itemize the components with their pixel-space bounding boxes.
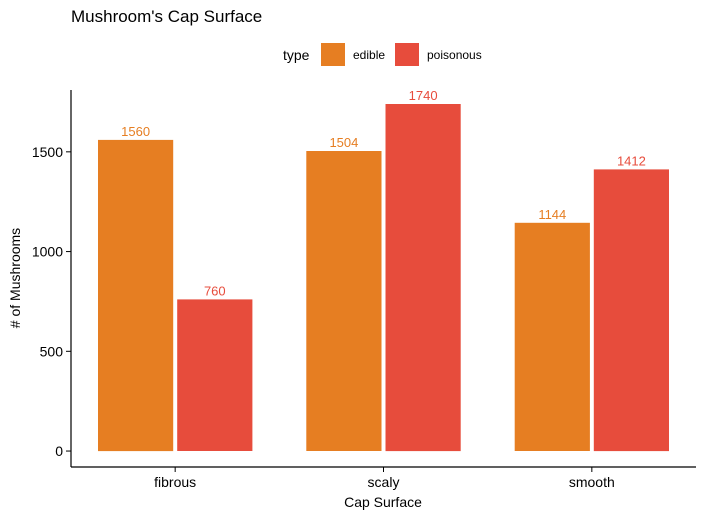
legend-swatch-poisonous	[395, 43, 419, 66]
legend: type edible poisonous	[283, 43, 482, 66]
x-tick-label-fibrous: fibrous	[154, 474, 196, 490]
x-axis-ticks: fibrous scaly smooth	[154, 467, 615, 490]
y-tick-label-1500: 1500	[32, 144, 63, 160]
bar-fibrous-edible	[98, 139, 174, 452]
legend-label-edible: edible	[353, 48, 385, 62]
y-axis-ticks: 0 500 1000 1500	[32, 144, 71, 459]
x-axis-title: Cap Surface	[344, 494, 422, 510]
y-tick-label-500: 500	[40, 343, 64, 359]
bar-fibrous-poisonous	[177, 299, 253, 451]
y-axis-title: # of Mushrooms	[7, 228, 23, 328]
bar-smooth-poisonous	[593, 169, 669, 452]
data-label-scaly-poisonous: 1740	[409, 88, 438, 103]
x-tick-label-scaly: scaly	[368, 474, 400, 490]
legend-swatch-edible	[321, 43, 345, 66]
y-tick-label-1000: 1000	[32, 244, 63, 260]
bar-scaly-poisonous	[385, 104, 461, 452]
y-tick-label-0: 0	[55, 443, 63, 459]
legend-label-poisonous: poisonous	[427, 48, 482, 62]
data-label-smooth-edible: 1144	[538, 207, 566, 222]
bar-scaly-edible	[306, 151, 382, 451]
legend-title: type	[283, 47, 310, 63]
data-label-smooth-poisonous: 1412	[617, 153, 646, 168]
data-label-scaly-edible: 1504	[329, 135, 358, 150]
data-label-fibrous-poisonous: 760	[204, 283, 226, 298]
data-label-fibrous-edible: 1560	[121, 124, 150, 139]
x-tick-label-smooth: smooth	[569, 474, 615, 490]
bars-group: 1560 760 1504 1740 1144 1412	[98, 88, 669, 452]
bar-smooth-edible	[514, 222, 590, 451]
chart-title: Mushroom's Cap Surface	[71, 7, 262, 26]
